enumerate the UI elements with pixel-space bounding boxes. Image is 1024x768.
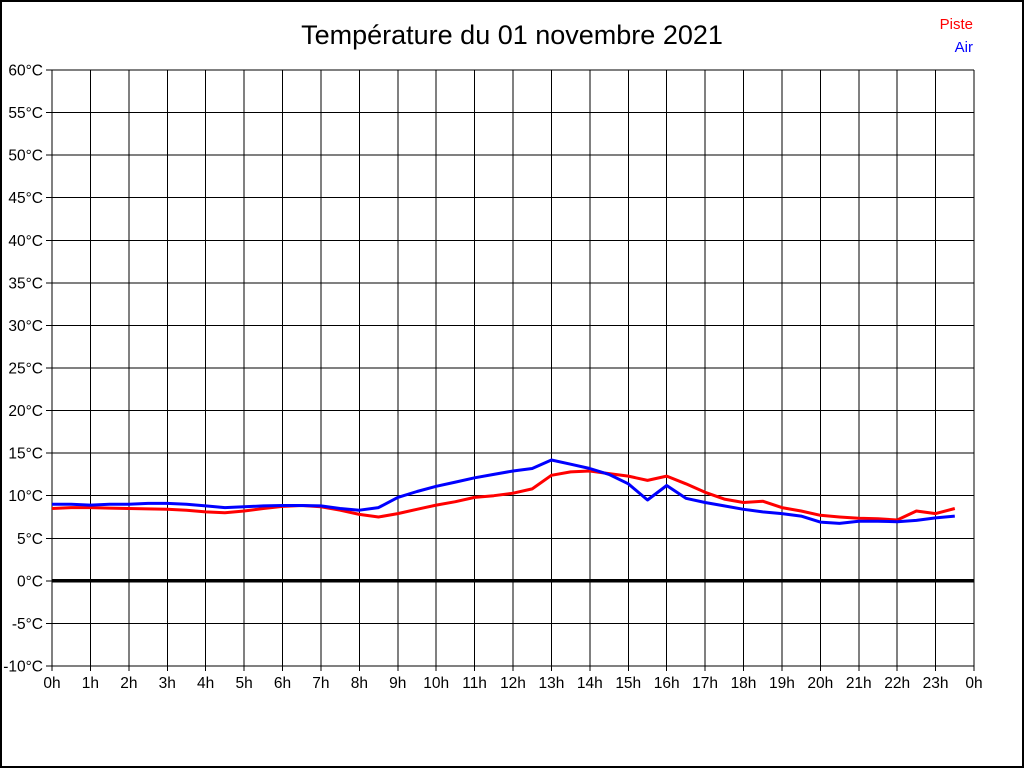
x-axis-tick-label: 4h bbox=[197, 675, 214, 692]
axis-labels: 60°C 55°C 50°C 45°C 40°C 35°C 30°C 25°C 20°C 15°C… bbox=[3, 63, 982, 693]
series-line-piste bbox=[51, 469, 956, 522]
x-axis-tick-label: 6h bbox=[274, 675, 291, 692]
y-axis-tick-label: 40°C bbox=[8, 233, 43, 250]
legend-label-piste: Piste bbox=[939, 16, 973, 33]
x-axis-tick-label: 10h bbox=[423, 675, 449, 692]
x-axis-tick-label: 21h bbox=[846, 675, 872, 692]
y-axis-tick-label: 25°C bbox=[8, 361, 43, 378]
x-axis-tick-label: 14h bbox=[577, 675, 603, 692]
y-axis-tick-label: -5°C bbox=[12, 616, 43, 633]
x-axis-tick-label: 16h bbox=[654, 675, 680, 692]
x-axis-tick-label: 19h bbox=[769, 675, 795, 692]
chart-legend: Piste Air bbox=[940, 13, 973, 59]
x-axis-tick-label: 15h bbox=[615, 675, 641, 692]
x-axis-tick-label: 1h bbox=[82, 675, 99, 692]
y-axis-tick-label: 60°C bbox=[8, 63, 43, 80]
x-axis-tick-label: 0h bbox=[965, 675, 982, 692]
x-axis-tick-label: 12h bbox=[500, 675, 526, 692]
x-axis-tick-label: 9h bbox=[389, 675, 406, 692]
y-axis-tick-label: 10°C bbox=[8, 488, 43, 505]
y-axis-tick-label: 15°C bbox=[8, 446, 43, 463]
x-axis-tick-label: 2h bbox=[120, 675, 137, 692]
chart-title: Température du 01 novembre 2021 bbox=[301, 20, 723, 50]
grid-lines bbox=[46, 69, 975, 671]
series-line-air bbox=[52, 458, 955, 525]
y-axis-tick-label: 0°C bbox=[17, 573, 43, 590]
y-axis-tick-label: 45°C bbox=[8, 190, 43, 207]
x-axis-tick-label: 18h bbox=[731, 675, 757, 692]
series-lines bbox=[51, 458, 956, 525]
x-axis-tick-label: 5h bbox=[235, 675, 252, 692]
x-axis-tick-label: 8h bbox=[351, 675, 368, 692]
y-axis-tick-label: -10°C bbox=[3, 659, 43, 676]
y-axis-tick-label: 30°C bbox=[8, 318, 43, 335]
y-axis-tick-label: 35°C bbox=[8, 275, 43, 292]
x-axis-tick-label: 22h bbox=[884, 675, 910, 692]
x-axis-tick-label: 3h bbox=[159, 675, 176, 692]
legend-item-piste: Piste bbox=[940, 13, 973, 36]
y-axis-tick-label: 55°C bbox=[8, 105, 43, 122]
y-axis-tick-label: 20°C bbox=[8, 403, 43, 420]
y-axis-tick-label: 5°C bbox=[17, 531, 43, 548]
x-axis-tick-label: 20h bbox=[807, 675, 833, 692]
x-axis-tick-label: 11h bbox=[462, 675, 487, 692]
x-axis-tick-label: 0h bbox=[43, 675, 60, 692]
x-axis-tick-label: 13h bbox=[538, 675, 564, 692]
legend-item-air: Air bbox=[940, 36, 973, 59]
x-axis-tick-label: 17h bbox=[692, 675, 718, 692]
y-axis-tick-label: 50°C bbox=[8, 148, 43, 165]
x-axis-tick-label: 7h bbox=[312, 675, 329, 692]
x-axis-tick-label: 23h bbox=[923, 675, 949, 692]
legend-label-air: Air bbox=[954, 39, 973, 56]
